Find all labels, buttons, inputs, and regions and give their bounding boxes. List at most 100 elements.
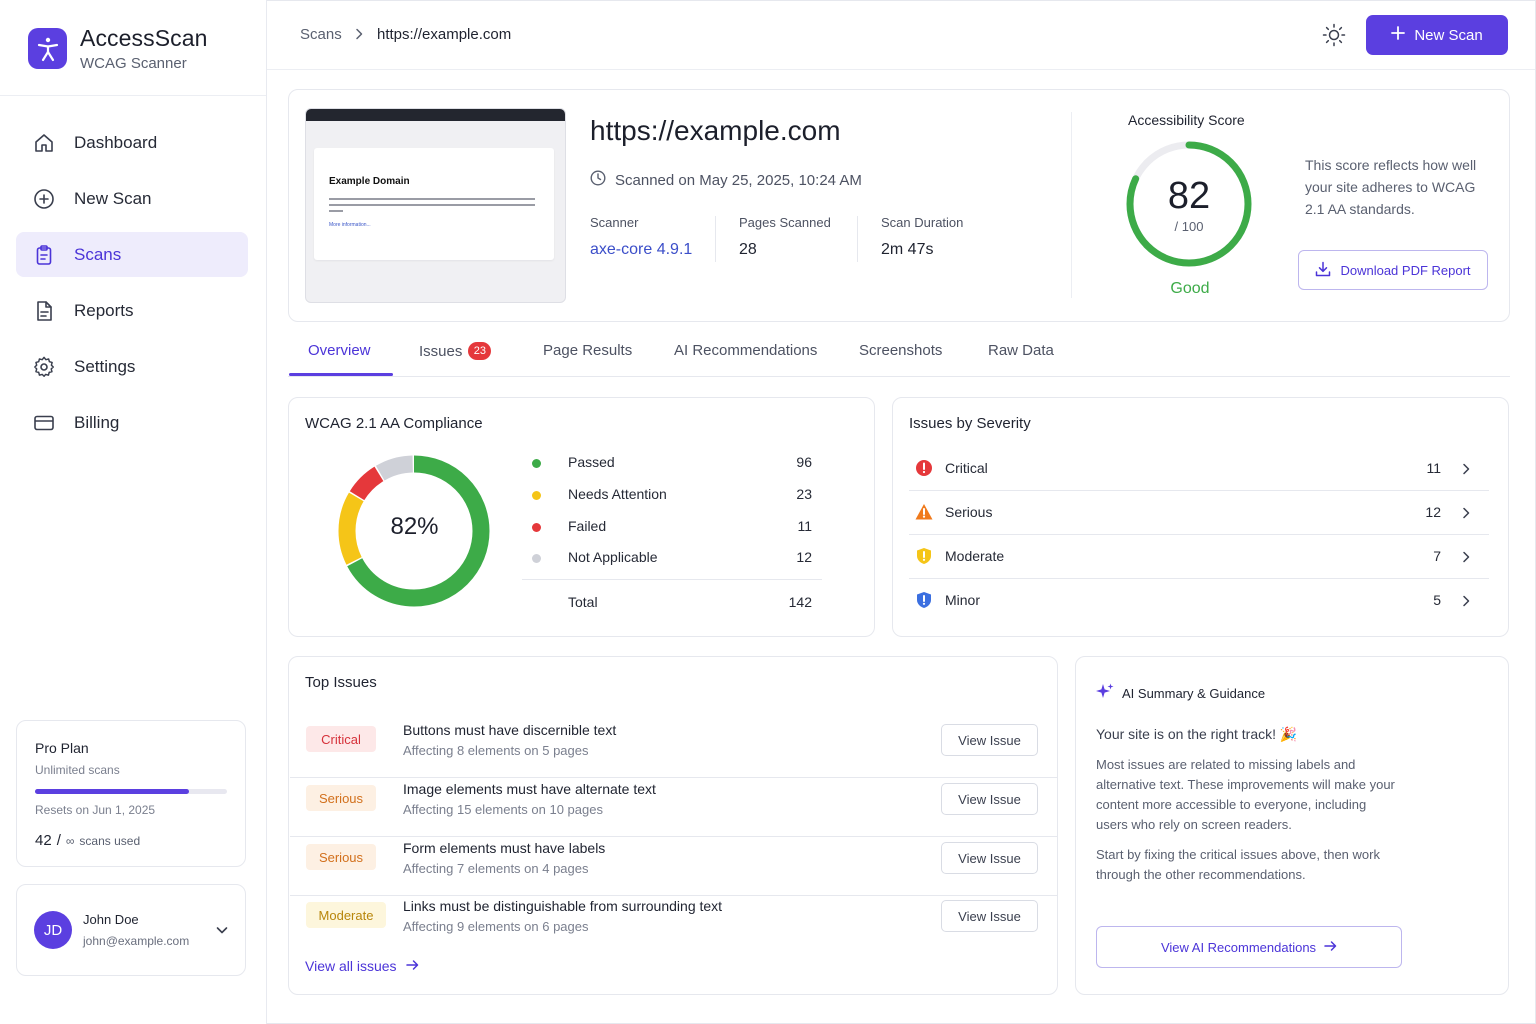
download-pdf-button[interactable]: Download PDF Report: [1298, 250, 1488, 290]
severity-name: Serious: [945, 504, 993, 520]
severity-pill: Serious: [306, 785, 376, 811]
view-issue-button[interactable]: View Issue: [941, 900, 1038, 932]
severity-card: Issues by Severity Critical 11 Serious 1…: [892, 397, 1509, 637]
legend-value: 11: [797, 518, 812, 534]
scan-url: https://example.com: [590, 115, 841, 146]
donut-slice-needs-attention: [338, 455, 490, 607]
ai-summary-title: AI Summary & Guidance: [1122, 686, 1266, 701]
issue-row: Serious Image elements must have alterna…: [290, 778, 1058, 837]
user-menu[interactable]: JD John Doe john@example.com: [16, 884, 246, 976]
plan-title: Pro Plan: [35, 740, 89, 756]
shield-alert-icon: [915, 547, 933, 570]
ai-summary-lead: Your site is on the right track! 🎉: [1096, 726, 1298, 742]
sidebar-item-dashboard[interactable]: Dashboard: [16, 120, 248, 165]
view-issue-button[interactable]: View Issue: [941, 783, 1038, 815]
sparkle-icon: [1096, 683, 1114, 704]
plan-used-sep: /: [56, 832, 61, 849]
gauge-arc: [1126, 141, 1252, 267]
legend-dot: [532, 523, 541, 532]
tab-raw-data[interactable]: Raw Data: [988, 342, 1054, 359]
thumbnail-text-line: [329, 198, 535, 200]
app-name: AccessScan: [80, 25, 208, 51]
total-value: 142: [788, 594, 812, 610]
issue-title: Form elements must have labels: [403, 840, 606, 856]
warning-triangle-icon: [915, 503, 933, 526]
thumbnail-link: More information...: [329, 222, 371, 228]
compliance-card: WCAG 2.1 AA Compliance 82% Passed 96 Nee…: [288, 397, 875, 637]
severity-pill: Moderate: [306, 902, 386, 928]
thumbnail-text-line: [329, 204, 535, 206]
active-tab-indicator: [289, 373, 393, 376]
arrow-right-icon: [1324, 940, 1337, 955]
sidebar-item-label: Dashboard: [74, 132, 158, 152]
sidebar-item-new-scan[interactable]: New Scan: [16, 176, 248, 221]
score-max: / 100: [1175, 219, 1204, 234]
sidebar-item-label: Reports: [74, 300, 134, 320]
site-screenshot-thumbnail[interactable]: Example Domain More information...: [305, 108, 566, 303]
brand[interactable]: AccessScan WCAG Scanner: [0, 0, 266, 96]
sidebar-item-billing[interactable]: Billing: [16, 400, 248, 445]
thumbnail-title: Example Domain: [329, 176, 410, 187]
view-issue-button[interactable]: View Issue: [941, 724, 1038, 756]
breadcrumb-current: https://example.com: [377, 26, 512, 43]
legend-row-not-applicable: Not Applicable 12: [532, 549, 812, 569]
scanner-version-link[interactable]: axe-core 4.9.1: [590, 241, 693, 258]
plan-card: Pro Plan Unlimited scans Resets on Jun 1…: [16, 720, 246, 867]
severity-row-critical[interactable]: Critical 11: [909, 447, 1489, 491]
severity-row-moderate[interactable]: Moderate 7: [909, 535, 1489, 579]
donut-slice-passed: [338, 455, 490, 607]
severity-row-minor[interactable]: Minor 5: [909, 579, 1489, 623]
sidebar-item-label: New Scan: [74, 188, 152, 208]
critical-alert-icon: [915, 459, 933, 482]
tab-overview[interactable]: Overview: [308, 342, 371, 359]
severity-row-serious[interactable]: Serious 12: [909, 491, 1489, 535]
plan-progress-fill: [35, 789, 189, 794]
app-subtitle: WCAG Scanner: [80, 55, 187, 72]
tab-screenshots[interactable]: Screenshots: [859, 342, 942, 359]
issue-row: Serious Form elements must have labels A…: [290, 837, 1058, 896]
legend-value: 12: [796, 549, 812, 565]
legend-row-needs-attention: Needs Attention 23: [532, 486, 812, 506]
breadcrumb-scans[interactable]: Scans: [300, 26, 342, 43]
sidebar-item-label: Settings: [74, 356, 136, 376]
issue-row: Critical Buttons must have discernible t…: [290, 719, 1058, 778]
plus-icon: [1391, 26, 1406, 44]
compliance-title: WCAG 2.1 AA Compliance: [305, 415, 483, 432]
tab-label: Page Results: [543, 342, 633, 359]
severity-name: Moderate: [945, 548, 1005, 564]
plan-progress-bar: [35, 789, 227, 794]
divider: [715, 216, 716, 262]
home-icon: [33, 132, 55, 154]
tab-ai-recommendations[interactable]: AI Recommendations: [674, 342, 817, 359]
tab-issues[interactable]: Issues 23: [419, 342, 492, 360]
view-ai-recommendations-button[interactable]: View AI Recommendations: [1096, 926, 1402, 968]
download-icon: [1315, 261, 1331, 280]
issue-row: Moderate Links must be distinguishable f…: [290, 895, 1058, 954]
legend-name: Passed: [568, 454, 615, 470]
ai-summary-paragraph: Start by fixing the critical issues abov…: [1096, 847, 1380, 882]
meta-label: Pages Scanned: [739, 215, 831, 230]
user-email: john@example.com: [83, 934, 190, 948]
top-bar: Scans https://example.com New Scan: [267, 0, 1535, 70]
plan-reset-date: Resets on Jun 1, 2025: [35, 803, 156, 817]
sidebar-item-scans[interactable]: Scans: [16, 232, 248, 277]
chevron-right-icon: [353, 27, 365, 46]
top-issues-card: Top Issues Critical Buttons must have di…: [288, 656, 1058, 995]
meta-label: Scanner: [590, 215, 639, 230]
view-issue-button[interactable]: View Issue: [941, 842, 1038, 874]
sidebar-item-reports[interactable]: Reports: [16, 288, 248, 333]
view-all-issues-link[interactable]: View all issues: [305, 958, 419, 974]
sidebar-item-settings[interactable]: Settings: [16, 344, 248, 389]
info-shield-icon: [915, 591, 933, 614]
score-value: 82: [1168, 175, 1210, 217]
tab-page-results[interactable]: Page Results: [543, 342, 632, 359]
tab-bar: Overview Issues 23 Page Results AI Recom…: [288, 330, 1510, 377]
severity-count: 7: [1433, 548, 1441, 564]
chevron-down-icon[interactable]: [215, 923, 229, 942]
arrow-right-icon: [405, 958, 419, 974]
legend-dot: [532, 554, 541, 563]
severity-count: 11: [1426, 460, 1441, 476]
sun-icon[interactable]: [1322, 23, 1346, 52]
legend-value: 96: [796, 454, 812, 470]
new-scan-button[interactable]: New Scan: [1366, 15, 1508, 55]
